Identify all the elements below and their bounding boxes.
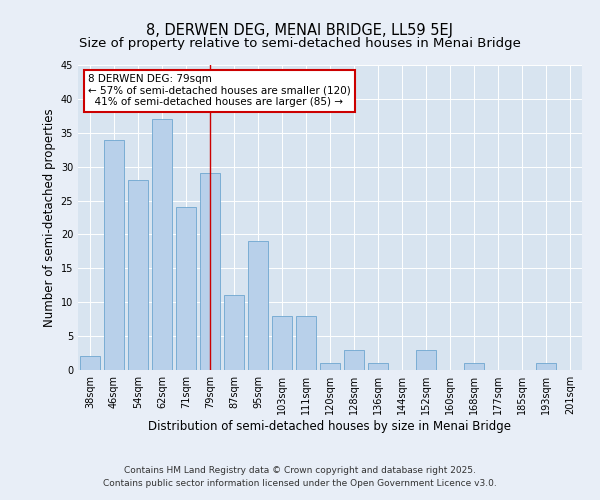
Bar — [176, 208, 196, 370]
Bar — [80, 356, 100, 370]
Text: Size of property relative to semi-detached houses in Menai Bridge: Size of property relative to semi-detach… — [79, 38, 521, 51]
Bar — [200, 174, 220, 370]
Bar — [128, 180, 148, 370]
Text: 8, DERWEN DEG, MENAI BRIDGE, LL59 5EJ: 8, DERWEN DEG, MENAI BRIDGE, LL59 5EJ — [146, 22, 454, 38]
Bar — [344, 350, 364, 370]
Text: 8 DERWEN DEG: 79sqm
← 57% of semi-detached houses are smaller (120)
  41% of sem: 8 DERWEN DEG: 79sqm ← 57% of semi-detach… — [88, 74, 351, 108]
Bar — [272, 316, 292, 370]
X-axis label: Distribution of semi-detached houses by size in Menai Bridge: Distribution of semi-detached houses by … — [149, 420, 511, 433]
Bar — [536, 363, 556, 370]
Y-axis label: Number of semi-detached properties: Number of semi-detached properties — [43, 108, 56, 327]
Bar — [416, 350, 436, 370]
Bar — [224, 296, 244, 370]
Bar — [368, 363, 388, 370]
Bar — [320, 363, 340, 370]
Bar — [248, 241, 268, 370]
Bar — [104, 140, 124, 370]
Text: Contains HM Land Registry data © Crown copyright and database right 2025.
Contai: Contains HM Land Registry data © Crown c… — [103, 466, 497, 487]
Bar — [296, 316, 316, 370]
Bar — [152, 119, 172, 370]
Bar — [464, 363, 484, 370]
